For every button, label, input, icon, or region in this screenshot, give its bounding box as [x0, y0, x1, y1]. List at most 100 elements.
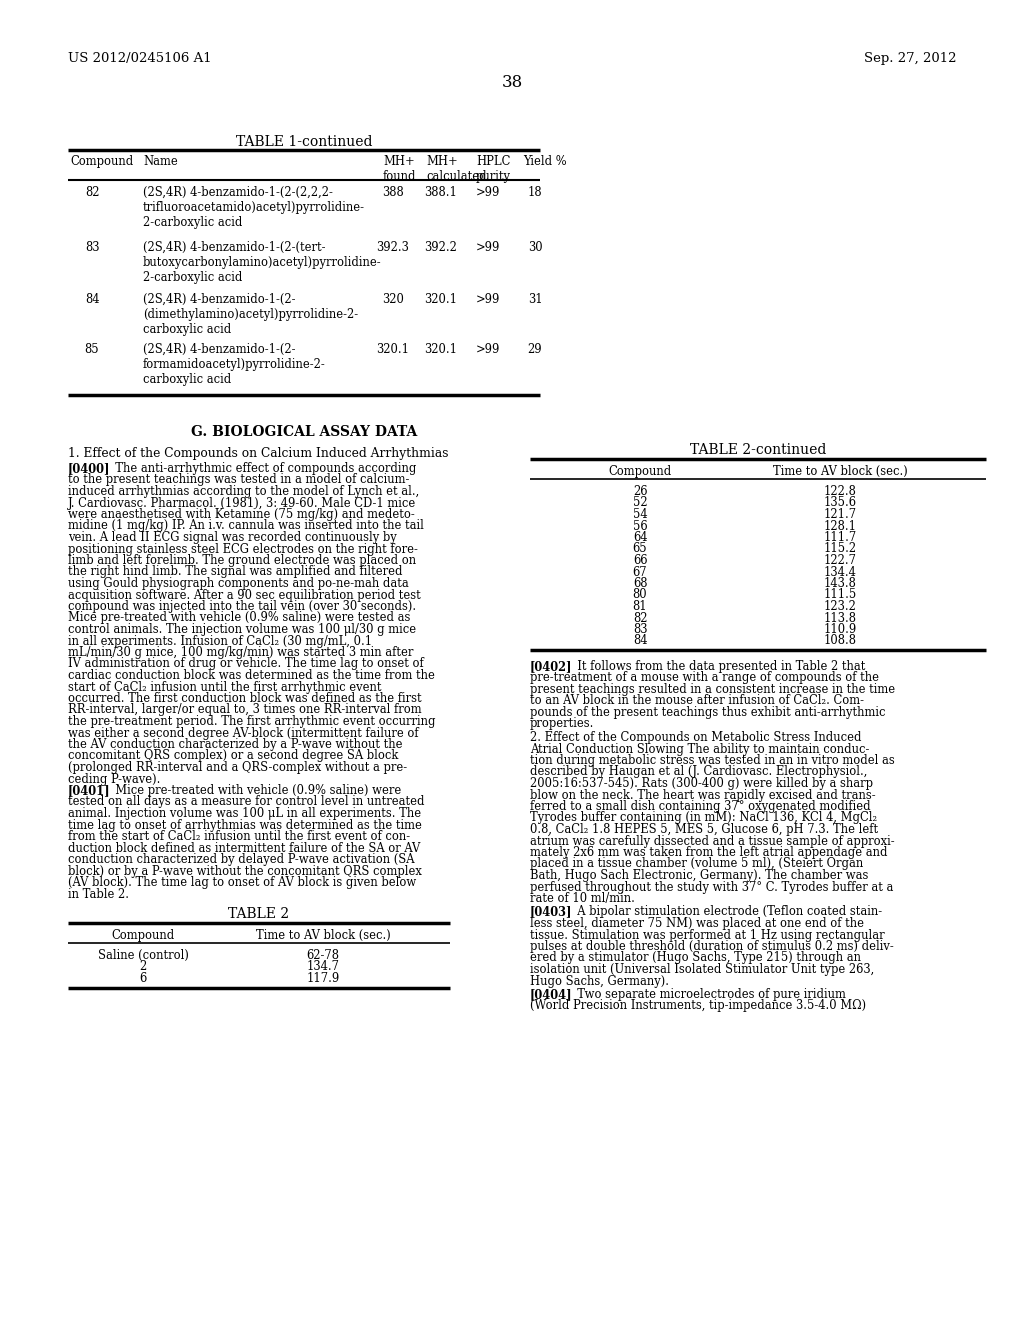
- Text: 65: 65: [633, 543, 647, 556]
- Text: cardiac conduction block was determined as the time from the: cardiac conduction block was determined …: [68, 669, 435, 682]
- Text: 81: 81: [633, 601, 647, 612]
- Text: 54: 54: [633, 508, 647, 521]
- Text: The anti-arrhythmic effect of compounds according: The anti-arrhythmic effect of compounds …: [108, 462, 417, 475]
- Text: 1. Effect of the Compounds on Calcium Induced Arrhythmias: 1. Effect of the Compounds on Calcium In…: [68, 447, 449, 459]
- Text: 320.1: 320.1: [377, 343, 410, 356]
- Text: 52: 52: [633, 496, 647, 510]
- Text: were anaesthetised with Ketamine (75 mg/kg) and medeto-: were anaesthetised with Ketamine (75 mg/…: [68, 508, 415, 521]
- Text: G. BIOLOGICAL ASSAY DATA: G. BIOLOGICAL ASSAY DATA: [190, 425, 417, 440]
- Text: Two separate microelectrodes of pure iridium: Two separate microelectrodes of pure iri…: [570, 987, 846, 1001]
- Text: isolation unit (Universal Isolated Stimulator Unit type 263,: isolation unit (Universal Isolated Stimu…: [530, 964, 874, 975]
- Text: (2S,4R) 4-benzamido-1-(2-(tert-
butoxycarbonylamino)acetyl)pyrrolidine-
2-carbox: (2S,4R) 4-benzamido-1-(2-(tert- butoxyca…: [143, 242, 382, 284]
- Text: block) or by a P-wave without the concomitant QRS complex: block) or by a P-wave without the concom…: [68, 865, 422, 878]
- Text: 113.8: 113.8: [823, 611, 856, 624]
- Text: Compound: Compound: [70, 154, 133, 168]
- Text: Tyrodes buffer containing (in mM): NaCl 136, KCl 4, MgCl₂: Tyrodes buffer containing (in mM): NaCl …: [530, 812, 878, 825]
- Text: 320: 320: [382, 293, 403, 306]
- Text: 31: 31: [527, 293, 543, 306]
- Text: 128.1: 128.1: [823, 520, 856, 532]
- Text: (World Precision Instruments, tip-impedance 3.5-4.0 MΩ): (World Precision Instruments, tip-impeda…: [530, 999, 866, 1012]
- Text: 85: 85: [85, 343, 99, 356]
- Text: properties.: properties.: [530, 718, 594, 730]
- Text: 392.2: 392.2: [425, 242, 458, 253]
- Text: 122.7: 122.7: [823, 554, 856, 568]
- Text: (2S,4R) 4-benzamido-1-(2-
formamidoacetyl)pyrrolidine-2-
carboxylic acid: (2S,4R) 4-benzamido-1-(2- formamidoacety…: [143, 343, 326, 385]
- Text: ered by a stimulator (Hugo Sachs, Type 215) through an: ered by a stimulator (Hugo Sachs, Type 2…: [530, 952, 861, 965]
- Text: 83: 83: [633, 623, 647, 636]
- Text: 56: 56: [633, 520, 647, 532]
- Text: 108.8: 108.8: [823, 635, 856, 648]
- Text: 30: 30: [527, 242, 543, 253]
- Text: 388: 388: [382, 186, 403, 199]
- Text: A bipolar stimulation electrode (Teflon coated stain-: A bipolar stimulation electrode (Teflon …: [570, 906, 882, 919]
- Text: 66: 66: [633, 554, 647, 568]
- Text: HPLC
purity: HPLC purity: [476, 154, 511, 183]
- Text: Hugo Sachs, Germany).: Hugo Sachs, Germany).: [530, 974, 669, 987]
- Text: 84: 84: [85, 293, 99, 306]
- Text: (prolonged RR-interval and a QRS-complex without a pre-: (prolonged RR-interval and a QRS-complex…: [68, 762, 408, 774]
- Text: >99: >99: [476, 293, 500, 306]
- Text: animal. Injection volume was 100 μL in all experiments. The: animal. Injection volume was 100 μL in a…: [68, 807, 421, 820]
- Text: vein. A lead II ECG signal was recorded continuously by: vein. A lead II ECG signal was recorded …: [68, 531, 396, 544]
- Text: the right hind limb. The signal was amplified and filtered: the right hind limb. The signal was ampl…: [68, 565, 402, 578]
- Text: It follows from the data presented in Table 2 that: It follows from the data presented in Ta…: [570, 660, 865, 673]
- Text: atrium was carefully dissected and a tissue sample of approxi-: atrium was carefully dissected and a tis…: [530, 834, 895, 847]
- Text: 62-78: 62-78: [306, 949, 340, 962]
- Text: from the start of CaCl₂ infusion until the first event of con-: from the start of CaCl₂ infusion until t…: [68, 830, 411, 843]
- Text: J. Cardiovasc. Pharmacol. (1981), 3: 49-60. Male CD-1 mice: J. Cardiovasc. Pharmacol. (1981), 3: 49-…: [68, 496, 416, 510]
- Text: >99: >99: [476, 242, 500, 253]
- Text: Time to AV block (sec.): Time to AV block (sec.): [773, 465, 907, 478]
- Text: Sep. 27, 2012: Sep. 27, 2012: [863, 51, 956, 65]
- Text: Mice pre-treated with vehicle (0.9% saline) were: Mice pre-treated with vehicle (0.9% sali…: [108, 784, 401, 797]
- Text: 82: 82: [633, 611, 647, 624]
- Text: rate of 10 ml/min.: rate of 10 ml/min.: [530, 892, 635, 906]
- Text: mL/min/30 g mice, 100 mg/kg/min) was started 3 min after: mL/min/30 g mice, 100 mg/kg/min) was sta…: [68, 645, 414, 659]
- Text: 143.8: 143.8: [823, 577, 856, 590]
- Text: described by Haugan et al (J. Cardiovasc. Electrophysiol.,: described by Haugan et al (J. Cardiovasc…: [530, 766, 867, 779]
- Text: present teachings resulted in a consistent increase in the time: present teachings resulted in a consiste…: [530, 682, 895, 696]
- Text: 38: 38: [502, 74, 522, 91]
- Text: occurred. The first conduction block was defined as the first: occurred. The first conduction block was…: [68, 692, 422, 705]
- Text: Time to AV block (sec.): Time to AV block (sec.): [256, 929, 390, 942]
- Text: pre-treatment of a mouse with a range of compounds of the: pre-treatment of a mouse with a range of…: [530, 672, 879, 685]
- Text: placed in a tissue chamber (volume 5 ml), (Steiert Organ: placed in a tissue chamber (volume 5 ml)…: [530, 858, 863, 870]
- Text: positioning stainless steel ECG electrodes on the right fore-: positioning stainless steel ECG electrod…: [68, 543, 418, 556]
- Text: [0403]: [0403]: [530, 906, 572, 919]
- Text: [0402]: [0402]: [530, 660, 572, 673]
- Text: using Gould physiograph components and po-ne-mah data: using Gould physiograph components and p…: [68, 577, 409, 590]
- Text: compound was injected into the tail vein (over 30 seconds).: compound was injected into the tail vein…: [68, 601, 416, 612]
- Text: Atrial Conduction Slowing The ability to maintain conduc-: Atrial Conduction Slowing The ability to…: [530, 742, 869, 755]
- Text: 67: 67: [633, 565, 647, 578]
- Text: TABLE 2: TABLE 2: [228, 907, 290, 921]
- Text: limb and left forelimb. The ground electrode was placed on: limb and left forelimb. The ground elect…: [68, 554, 416, 568]
- Text: 110.9: 110.9: [823, 623, 857, 636]
- Text: mately 2x6 mm was taken from the left atrial appendage and: mately 2x6 mm was taken from the left at…: [530, 846, 888, 859]
- Text: (2S,4R) 4-benzamido-1-(2-(2,2,2-
trifluoroacetamido)acetyl)pyrrolidine-
2-carbox: (2S,4R) 4-benzamido-1-(2-(2,2,2- trifluo…: [143, 186, 365, 228]
- Text: Bath, Hugo Sach Electronic, Germany). The chamber was: Bath, Hugo Sach Electronic, Germany). Th…: [530, 869, 868, 882]
- Text: acquisition software. After a 90 sec equilibration period test: acquisition software. After a 90 sec equ…: [68, 589, 421, 602]
- Text: MH+
calculated: MH+ calculated: [426, 154, 486, 183]
- Text: 111.7: 111.7: [823, 531, 857, 544]
- Text: in all experiments. Infusion of CaCl₂ (30 mg/mL, 0.1: in all experiments. Infusion of CaCl₂ (3…: [68, 635, 372, 648]
- Text: 29: 29: [527, 343, 543, 356]
- Text: induced arrhythmias according to the model of Lynch et al.,: induced arrhythmias according to the mod…: [68, 484, 419, 498]
- Text: 26: 26: [633, 484, 647, 498]
- Text: 134.4: 134.4: [823, 565, 856, 578]
- Text: Mice pre-treated with vehicle (0.9% saline) were tested as: Mice pre-treated with vehicle (0.9% sali…: [68, 611, 411, 624]
- Text: [0401]: [0401]: [68, 784, 111, 797]
- Text: 64: 64: [633, 531, 647, 544]
- Text: tion during metabolic stress was tested in an in vitro model as: tion during metabolic stress was tested …: [530, 754, 895, 767]
- Text: to an AV block in the mouse after infusion of CaCl₂. Com-: to an AV block in the mouse after infusi…: [530, 694, 864, 708]
- Text: to the present teachings was tested in a model of calcium-: to the present teachings was tested in a…: [68, 474, 410, 487]
- Text: (AV block). The time lag to onset of AV block is given below: (AV block). The time lag to onset of AV …: [68, 876, 416, 888]
- Text: 2. Effect of the Compounds on Metabolic Stress Induced: 2. Effect of the Compounds on Metabolic …: [530, 731, 861, 744]
- Text: blow on the neck. The heart was rapidly excised and trans-: blow on the neck. The heart was rapidly …: [530, 788, 876, 801]
- Text: start of CaCl₂ infusion until the first arrhythmic event: start of CaCl₂ infusion until the first …: [68, 681, 382, 693]
- Text: >99: >99: [476, 186, 500, 199]
- Text: 2: 2: [139, 961, 146, 974]
- Text: MH+
found: MH+ found: [383, 154, 417, 183]
- Text: 82: 82: [85, 186, 99, 199]
- Text: conduction characterized by delayed P-wave activation (SA: conduction characterized by delayed P-wa…: [68, 853, 415, 866]
- Text: Name: Name: [143, 154, 178, 168]
- Text: 2005:16:537-545). Rats (300-400 g) were killed by a sharp: 2005:16:537-545). Rats (300-400 g) were …: [530, 777, 873, 789]
